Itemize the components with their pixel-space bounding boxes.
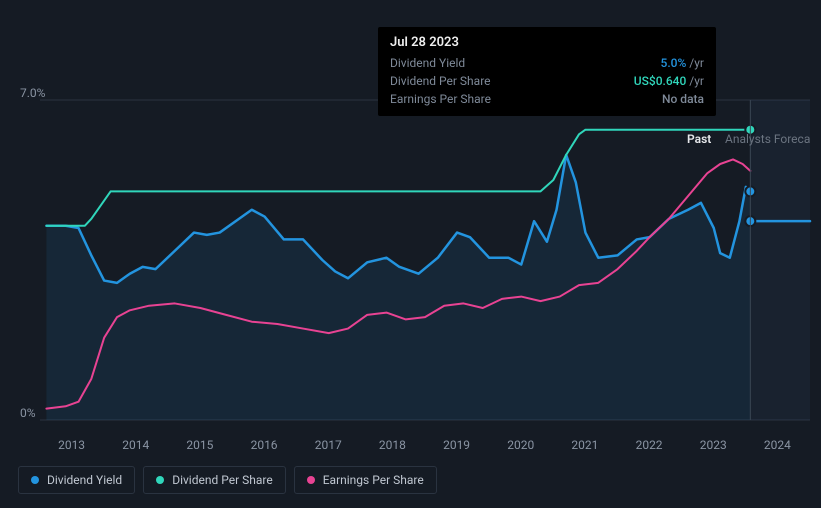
x-axis-tick: 2015 — [186, 438, 213, 452]
x-axis-tick: 2022 — [636, 438, 663, 452]
tooltip-row-label: Dividend Per Share — [390, 72, 491, 90]
tooltip-row-value: US$0.640 /yr — [634, 72, 704, 90]
x-axis-tick: 2017 — [315, 438, 342, 452]
x-axis-tick: 2023 — [700, 438, 727, 452]
x-axis-tick: 2018 — [379, 438, 406, 452]
tooltip-row-label: Earnings Per Share — [390, 90, 491, 108]
x-axis-tick: 2021 — [571, 438, 598, 452]
x-axis-tick: 2020 — [507, 438, 534, 452]
x-axis-tick: 2024 — [764, 438, 791, 452]
legend-item-earnings_per_share[interactable]: Earnings Per Share — [294, 466, 437, 494]
chart-tooltip: Jul 28 2023 Dividend Yield5.0% /yrDivide… — [378, 27, 716, 116]
past-label: Past — [687, 132, 711, 146]
x-axis-tick: 2019 — [443, 438, 470, 452]
legend-item-label: Earnings Per Share — [323, 473, 424, 487]
x-axis-tick: 2016 — [251, 438, 278, 452]
y-axis-tick: 7.0% — [20, 86, 45, 100]
legend-dot-icon — [156, 476, 164, 484]
tooltip-row: Dividend Yield 5.0% /yr — [390, 54, 704, 72]
x-axis-tick: 2014 — [122, 438, 149, 452]
tooltip-date: Jul 28 2023 — [390, 35, 704, 50]
tooltip-row-label: Dividend Yield — [390, 54, 465, 72]
legend-item-label: Dividend Per Share — [172, 473, 273, 487]
legend-item-dividend_yield[interactable]: Dividend Yield — [18, 466, 135, 494]
legend: Dividend Yield Dividend Per Share Earnings… — [18, 466, 437, 494]
tooltip-row-value: 5.0% /yr — [661, 54, 704, 72]
chart-container: 0% 7.0% 2013 2014 2015 2016 2017 2018 2019 2020 2… — [0, 0, 821, 508]
y-axis-tick: 0% — [20, 406, 36, 420]
legend-item-label: Dividend Yield — [47, 473, 122, 487]
forecast-label: Analysts Foreca — [725, 132, 810, 146]
tooltip-row: Dividend Per Share US$0.640 /yr — [390, 72, 704, 90]
legend-dot-icon — [31, 476, 39, 484]
legend-dot-icon — [307, 476, 315, 484]
legend-item-dividend_per_share[interactable]: Dividend Per Share — [143, 466, 286, 494]
x-axis-tick: 2013 — [58, 438, 85, 452]
tooltip-row: Earnings Per Share No data — [390, 90, 704, 108]
tooltip-row-value: No data — [662, 90, 704, 108]
